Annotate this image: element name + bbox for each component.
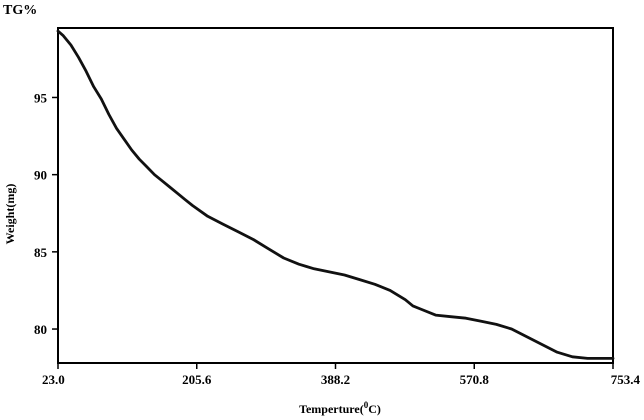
x-axis-label: Temperture(0C) <box>299 400 381 416</box>
x-tick-label: 23.0 <box>42 372 65 387</box>
x-tick-label: 570.8 <box>460 372 490 387</box>
y-tick-label: 85 <box>34 245 48 260</box>
x-tick-label: 205.6 <box>182 372 212 387</box>
y-tick-labels: 95 90 85 80 <box>34 90 58 337</box>
x-tick-label: 753.4 <box>611 372 641 387</box>
y-tick-label: 90 <box>34 168 47 183</box>
x-tick-labels: 23.0 205.6 388.2 570.8 753.4 <box>42 363 641 387</box>
series-line <box>56 29 615 360</box>
x-tick-label: 388.2 <box>321 372 350 387</box>
y-tick-label: 95 <box>34 90 48 105</box>
x-axis-label-superscript: 0 <box>364 400 369 410</box>
chart-title: TG% <box>3 3 37 18</box>
y-axis-label: Weight(mg) <box>3 184 17 245</box>
x-axis-label-unit: C) <box>368 402 381 416</box>
y-tick-label: 80 <box>34 322 47 337</box>
x-axis-label-main: Temperture( <box>299 402 364 416</box>
plot-frame <box>57 27 614 364</box>
